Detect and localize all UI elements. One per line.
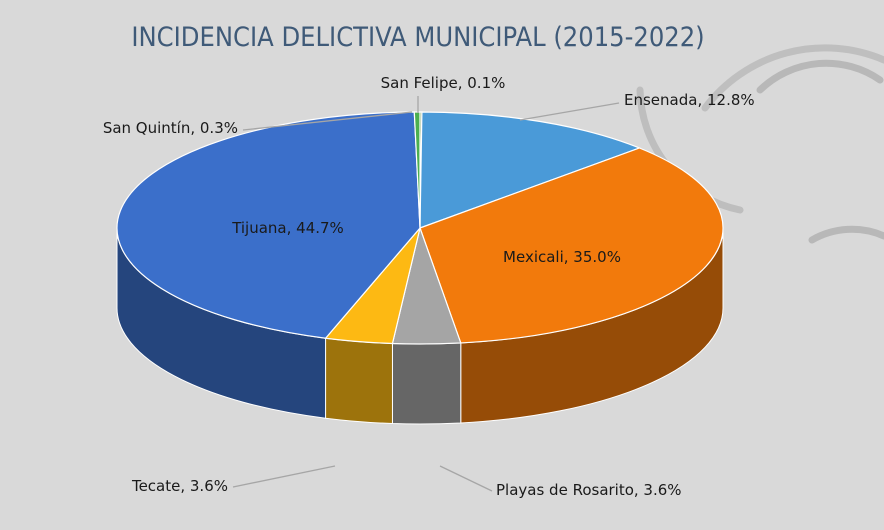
pie-slice-mexicali: [419, 147, 724, 344]
pie-tops: [116, 111, 724, 345]
chart-title: INCIDENCIA DELICTIVA MUNICIPAL (2015-202…: [131, 22, 704, 53]
data-label: Tijuana, 44.7%: [231, 219, 344, 237]
pie-slice-san-quint-n: [413, 111, 421, 229]
data-label: Playas de Rosarito, 3.6%: [496, 481, 682, 499]
leader-line: [242, 111, 413, 131]
leader-line: [519, 102, 620, 121]
data-label: San Quintín, 0.3%: [103, 119, 238, 137]
pie-side-tecate: [325, 337, 393, 425]
pie-side-playas-de-rosarito: [391, 342, 462, 425]
leader-line: [439, 465, 493, 492]
data-labels: San Felipe, 0.1% Ensenada, 12.8% Mexicali,…: [103, 74, 755, 499]
data-label: San Felipe, 0.1%: [381, 74, 506, 92]
leader-lines: [232, 96, 620, 492]
data-label: Ensenada, 12.8%: [624, 91, 755, 109]
data-label: Tecate, 3.6%: [131, 477, 228, 495]
pie-slice-tijuana: [116, 111, 421, 339]
leader-line: [232, 465, 336, 488]
pie-slice-ensenada: [419, 111, 642, 229]
data-label: Mexicali, 35.0%: [503, 248, 621, 266]
